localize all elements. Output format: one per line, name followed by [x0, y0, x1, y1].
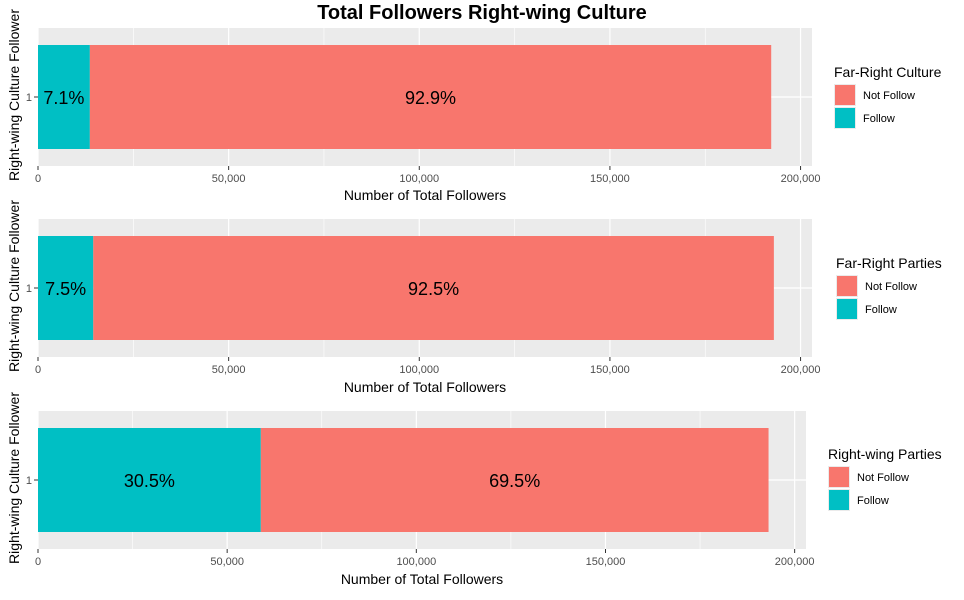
legend-swatch [837, 276, 857, 296]
bar-percent-label: 92.5% [408, 279, 459, 299]
x-tick-label: 200,000 [781, 173, 821, 185]
bar-percent-label: 30.5% [124, 471, 175, 491]
x-tick-label: 100,000 [399, 173, 439, 185]
bar-percent-label: 7.1% [43, 88, 84, 108]
bar-percent-label: 92.9% [405, 88, 456, 108]
legend-swatch [829, 490, 849, 510]
chart-title: Total Followers Right-wing Culture [317, 2, 647, 24]
legend-swatch [837, 299, 857, 319]
x-tick-label: 200,000 [775, 556, 815, 568]
legend-title: Far-Right Culture [834, 64, 942, 80]
x-tick-label: 0 [35, 364, 41, 376]
legend-title: Right-wing Parties [828, 446, 942, 462]
x-axis-title: Number of Total Followers [341, 571, 503, 587]
x-tick-label: 100,000 [396, 556, 436, 568]
x-tick-label: 0 [35, 556, 41, 568]
legend-label: Not Follow [865, 281, 917, 293]
x-tick-label: 50,000 [212, 364, 246, 376]
bar-segment-not-follow [89, 45, 772, 149]
bar-segment-not-follow [260, 428, 769, 532]
bar-segment-not-follow [93, 236, 774, 340]
bar-segment-follow [38, 236, 94, 340]
y-axis-title: Right-wing Culture Follower [6, 392, 22, 564]
y-tick-label: 1 [26, 283, 32, 295]
x-tick-label: 150,000 [590, 173, 630, 185]
x-tick-label: 50,000 [212, 173, 246, 185]
y-axis-title: Right-wing Culture Follower [6, 200, 22, 372]
legend-label: Follow [857, 495, 889, 507]
x-tick-label: 150,000 [586, 556, 626, 568]
legend-title: Far-Right Parties [836, 255, 942, 271]
legend-swatch [835, 85, 855, 105]
bar-segment-follow [38, 428, 261, 532]
legend-label: Not Follow [857, 472, 909, 484]
legend-label: Not Follow [863, 90, 915, 102]
x-tick-label: 100,000 [399, 364, 439, 376]
bar-percent-label: 7.5% [45, 279, 86, 299]
legend-label: Follow [863, 113, 895, 125]
x-tick-label: 50,000 [210, 556, 244, 568]
legend-swatch [829, 467, 849, 487]
x-axis-title: Number of Total Followers [344, 379, 506, 395]
y-axis-title: Right-wing Culture Follower [6, 9, 22, 181]
x-tick-label: 0 [35, 173, 41, 185]
legend-swatch [835, 108, 855, 128]
bar-percent-label: 69.5% [489, 471, 540, 491]
legend-label: Follow [865, 304, 897, 316]
y-tick-label: 1 [26, 92, 32, 104]
bar-segment-follow [38, 45, 90, 149]
x-tick-label: 150,000 [590, 364, 630, 376]
x-axis-title: Number of Total Followers [344, 187, 506, 203]
x-tick-label: 200,000 [781, 364, 821, 376]
y-tick-label: 1 [26, 475, 32, 487]
